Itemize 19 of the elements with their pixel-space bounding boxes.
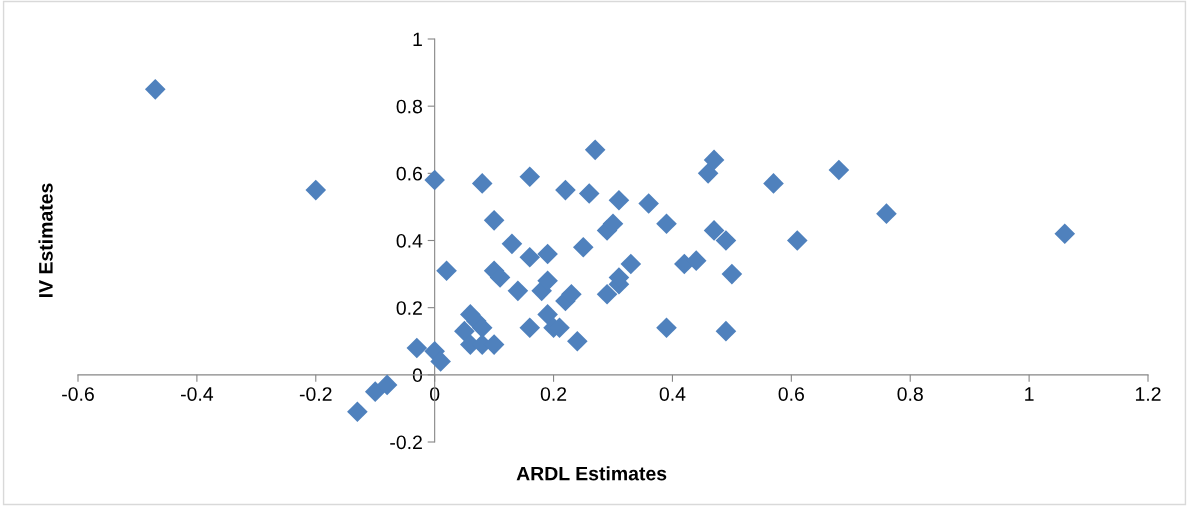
- x-tick-label: 1.2: [1135, 387, 1161, 401]
- x-tick-label: -0.6: [62, 387, 94, 401]
- y-tick-label: 0.8: [396, 99, 423, 114]
- x-tick-label: 1: [1025, 387, 1034, 401]
- y-tick-label: 0.4: [396, 233, 423, 248]
- x-tick-label: 0.6: [778, 387, 804, 401]
- y-axis-title: IV Estimates: [38, 183, 53, 298]
- y-tick-label: 1: [413, 32, 422, 47]
- x-tick-label: -0.2: [299, 387, 332, 401]
- y-tick-label: -0.2: [390, 435, 422, 450]
- x-tick-label: -0.4: [181, 387, 214, 401]
- x-tick-label: 0.8: [897, 387, 923, 401]
- x-tick-label: 0: [430, 387, 440, 401]
- y-tick-label: 0: [412, 368, 423, 383]
- x-tick-label: 0.2: [540, 387, 567, 401]
- x-axis-title: ARDL Estimates: [516, 466, 667, 481]
- y-tick-label: 0.2: [396, 301, 422, 315]
- y-tick-label: 0.6: [396, 166, 423, 181]
- x-tick-label: 0.4: [659, 387, 686, 401]
